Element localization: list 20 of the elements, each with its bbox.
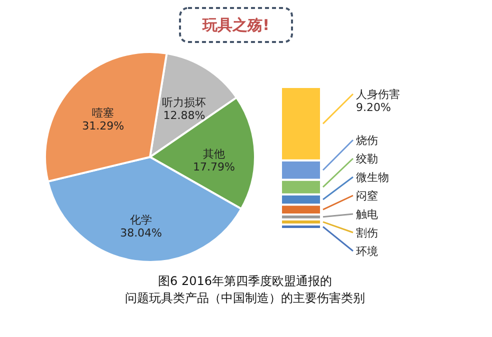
data-label: 12.88% bbox=[163, 108, 206, 122]
caption: 图6 2016年第四季度欧盟通报的 bbox=[158, 274, 332, 288]
data-label: 9.20% bbox=[356, 101, 391, 114]
text: 环境 bbox=[356, 245, 378, 258]
chart-title: 玩具之殇! bbox=[202, 16, 270, 34]
data-label: 17.79% bbox=[192, 160, 235, 174]
legend-label: 闷窒 bbox=[356, 190, 378, 202]
text: 人身伤害 bbox=[356, 88, 400, 101]
legend-label: 触电 bbox=[356, 208, 378, 221]
text: 问题玩具类产品（中国制造）的主要伤害类别 bbox=[125, 291, 365, 305]
data-label: 38.04% bbox=[120, 226, 162, 240]
slice-label: 其他 bbox=[202, 147, 225, 160]
text: 烧伤 bbox=[356, 134, 378, 147]
slice-label: 化学 bbox=[130, 213, 152, 226]
text: 微生物 bbox=[356, 171, 389, 184]
text: 绞勒 bbox=[356, 152, 378, 166]
slice-label: 听力损坏 bbox=[162, 96, 206, 109]
data-label: 31.29% bbox=[82, 119, 124, 132]
slice-label: 噎塞 bbox=[92, 106, 114, 120]
legend-label: 割伤 bbox=[356, 226, 378, 240]
